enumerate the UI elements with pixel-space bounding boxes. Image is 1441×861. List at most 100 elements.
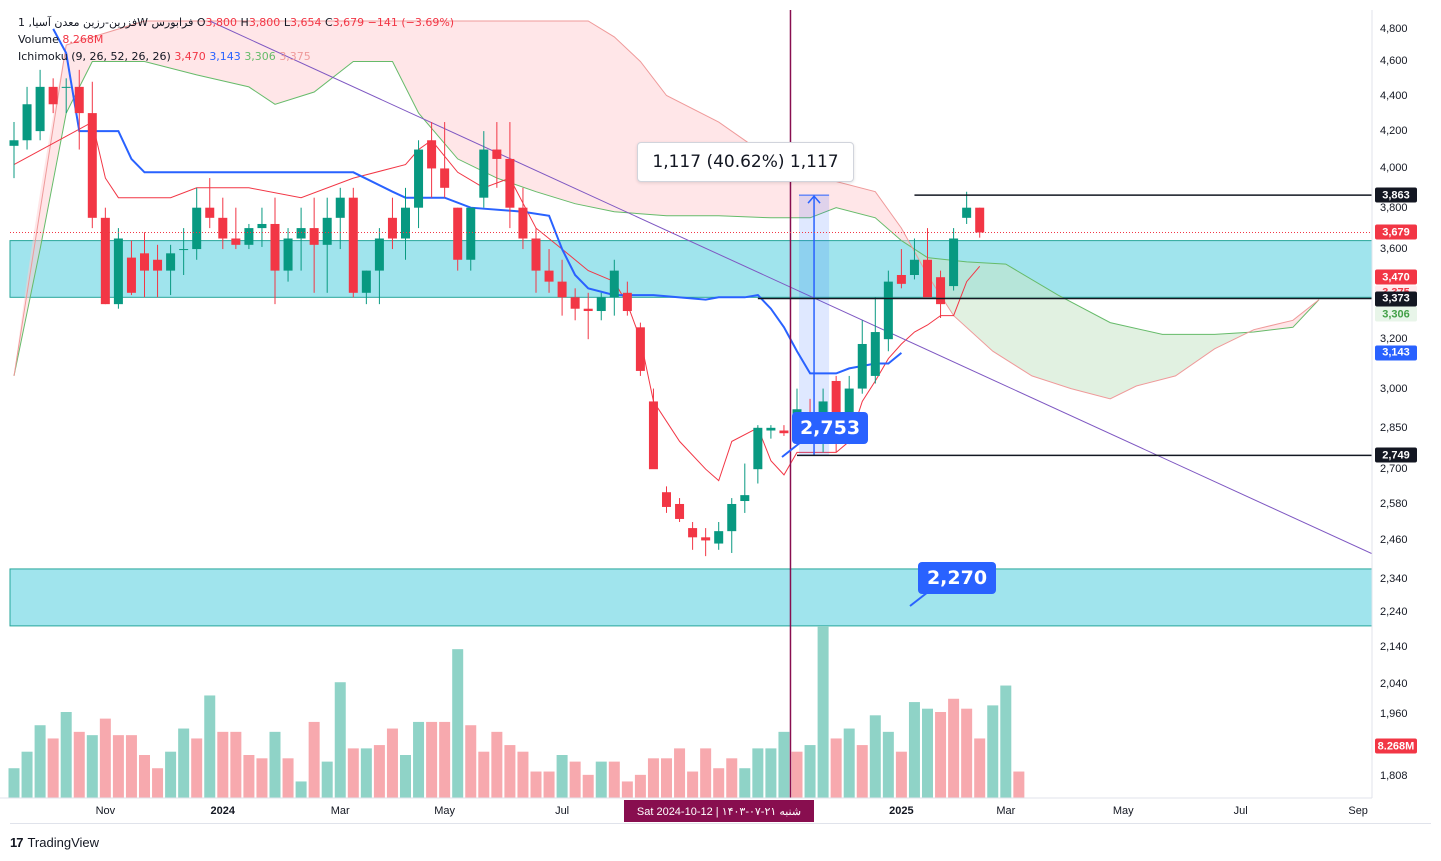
volume-bar — [60, 712, 72, 798]
volume-bar — [204, 695, 216, 798]
callout-upper[interactable]: 2,753 — [792, 412, 868, 444]
volume-bar — [922, 708, 933, 798]
volume-bar — [334, 682, 346, 798]
price-axis-label: 1,960 — [1380, 708, 1408, 721]
candle-body — [648, 401, 658, 470]
legend-low: 3,654 — [289, 16, 322, 29]
volume-bar — [217, 731, 229, 798]
volume-bar — [439, 721, 451, 798]
price-axis-label: 4,000 — [1380, 162, 1408, 175]
volume-bar — [230, 731, 242, 798]
volume-bar — [556, 755, 568, 798]
candle-body — [792, 409, 802, 415]
volume-bar — [765, 748, 777, 798]
legend-ichimoku-row: Ichimoku (9, 26, 52, 26, 26) 3,470 3,143… — [18, 48, 454, 65]
volume-bar — [256, 758, 268, 798]
axes — [0, 10, 1431, 824]
volume-bar — [178, 728, 190, 798]
volume-bar — [139, 755, 150, 798]
candle-body — [153, 259, 163, 271]
span-b-line — [13, 20, 1320, 400]
legend-close: 3,679 — [332, 16, 365, 29]
candlesticks — [9, 69, 985, 557]
measure-label[interactable]: 1,117 (40.62%) 1,117 — [637, 142, 854, 182]
candle-body — [87, 113, 97, 218]
legend-change: −141 (−3.69%) — [367, 16, 455, 29]
volume-bar — [295, 781, 307, 798]
candle-body — [975, 207, 985, 233]
volume-bar — [726, 758, 738, 798]
candle-body — [35, 86, 45, 132]
price-axis-label: 2,140 — [1380, 641, 1408, 654]
callout-lower[interactable]: 2,270 — [918, 562, 996, 594]
candle-body — [518, 207, 528, 239]
candle-body — [348, 197, 358, 293]
volume-bar — [21, 751, 33, 798]
candle-body — [714, 531, 724, 544]
volume-bar — [948, 698, 960, 798]
candle-body — [544, 270, 554, 282]
time-axis-label: 2024 — [210, 805, 236, 817]
candle-body — [453, 207, 463, 260]
legend-close-label: C — [324, 16, 333, 29]
candle-body — [962, 207, 972, 218]
volume-bar — [595, 761, 607, 798]
candle-body — [740, 495, 750, 502]
candle-body — [635, 327, 645, 371]
candle-body — [22, 104, 32, 141]
volume-bar — [713, 768, 725, 798]
volume-bar — [517, 751, 529, 798]
candle-body — [440, 168, 450, 188]
candle-body — [857, 343, 867, 389]
volume-bar — [465, 725, 477, 798]
candle-body — [296, 228, 306, 239]
volume-bar — [73, 731, 85, 798]
volume-bar — [400, 755, 411, 798]
candle-body — [923, 259, 932, 298]
volume-bar — [413, 721, 425, 798]
legend-high-label: H — [240, 16, 249, 29]
candle-body — [831, 380, 841, 442]
volume-bar — [935, 712, 947, 798]
legend-high: 3,800 — [248, 16, 281, 29]
candle-body — [283, 238, 293, 271]
candle-body — [335, 197, 345, 218]
legend-open-label: O — [196, 16, 206, 29]
volume-bar — [882, 731, 894, 798]
volume-bar — [125, 735, 137, 798]
callout-upper-pointer — [781, 441, 802, 458]
callout-lower-pointer — [909, 591, 929, 607]
volume-bar — [308, 721, 320, 798]
candle-body — [688, 528, 698, 538]
candle-body — [622, 292, 632, 312]
price-axis-label: 2,340 — [1380, 572, 1408, 585]
horizontal-lines — [10, 194, 1372, 607]
candle-body — [140, 253, 149, 271]
brand-name: TradingView — [27, 835, 100, 850]
candle-body — [257, 223, 267, 229]
cloud-bearish — [14, 21, 1319, 399]
volume-bar — [791, 751, 803, 798]
volume-bar — [661, 758, 672, 798]
tradingview-logo[interactable]: 17 TradingView — [10, 835, 99, 850]
volume-bar — [269, 731, 281, 798]
candle-body — [374, 238, 384, 271]
volume-bar — [321, 761, 333, 798]
volume-bar — [86, 735, 98, 798]
volume-bar — [687, 771, 699, 798]
chart-legend: فزرین-رزین معدن آسیا, 1W فرابورس O3,800 … — [18, 14, 454, 65]
volume-bar — [817, 626, 829, 798]
cloud-bullish — [14, 61, 1319, 399]
candle-body — [205, 207, 215, 218]
candle-body — [74, 86, 84, 114]
price-tag: 3,143 — [1375, 345, 1417, 361]
candle-body — [387, 217, 397, 239]
candle-body — [9, 140, 19, 146]
candle-body — [870, 332, 880, 376]
volume-bar — [700, 748, 712, 798]
volume-bar — [504, 745, 516, 798]
price-tag: 3,470 — [1375, 269, 1417, 285]
volume-bar — [843, 728, 855, 798]
volume-bar — [830, 738, 842, 798]
